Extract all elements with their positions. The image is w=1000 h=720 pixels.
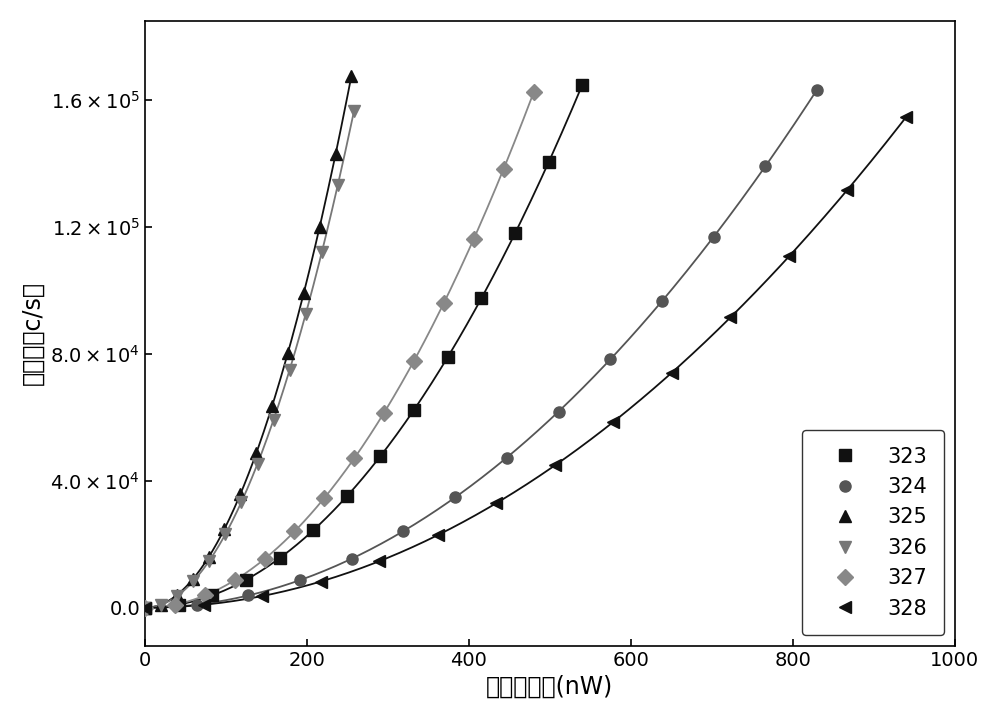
323 bbox=[442, 353, 454, 361]
327 bbox=[229, 576, 241, 585]
323 bbox=[206, 591, 218, 600]
325 bbox=[345, 71, 357, 80]
324 bbox=[294, 576, 306, 585]
328 bbox=[549, 461, 561, 469]
326 bbox=[235, 498, 247, 506]
325 bbox=[282, 348, 294, 357]
325 bbox=[187, 575, 199, 584]
324 bbox=[242, 591, 254, 600]
327 bbox=[378, 408, 390, 417]
Line: 328: 328 bbox=[139, 112, 912, 613]
327 bbox=[348, 454, 360, 463]
328 bbox=[724, 313, 736, 322]
328 bbox=[900, 113, 912, 122]
327 bbox=[408, 356, 420, 365]
324 bbox=[346, 554, 358, 563]
327 bbox=[259, 554, 271, 563]
328 bbox=[315, 577, 327, 586]
324 bbox=[656, 297, 668, 305]
328 bbox=[490, 499, 502, 508]
328 bbox=[198, 600, 210, 609]
326 bbox=[187, 577, 199, 585]
327 bbox=[438, 299, 450, 307]
325 bbox=[266, 402, 278, 410]
324 bbox=[397, 527, 409, 536]
323 bbox=[374, 452, 386, 461]
325 bbox=[155, 600, 167, 609]
323 bbox=[408, 405, 420, 414]
Line: 325: 325 bbox=[139, 70, 357, 613]
327 bbox=[468, 235, 480, 243]
326 bbox=[284, 366, 296, 374]
Y-axis label: 计数率（c/s）: 计数率（c/s） bbox=[21, 282, 45, 385]
328 bbox=[841, 186, 853, 194]
323 bbox=[576, 81, 588, 89]
324 bbox=[501, 453, 513, 462]
325 bbox=[234, 490, 246, 499]
Line: 326: 326 bbox=[139, 106, 359, 613]
326 bbox=[252, 459, 264, 468]
325 bbox=[203, 553, 215, 562]
328 bbox=[373, 557, 385, 566]
324 bbox=[604, 355, 616, 364]
325 bbox=[314, 222, 326, 231]
325 bbox=[171, 591, 183, 600]
328 bbox=[432, 531, 444, 539]
325 bbox=[250, 449, 262, 458]
327 bbox=[169, 600, 181, 609]
327 bbox=[528, 88, 540, 96]
323 bbox=[509, 229, 521, 238]
324 bbox=[759, 162, 771, 171]
323 bbox=[307, 526, 319, 535]
Line: 324: 324 bbox=[139, 84, 823, 613]
325 bbox=[330, 150, 342, 158]
Legend: 323, 324, 325, 326, 327, 328: 323, 324, 325, 326, 327, 328 bbox=[802, 430, 944, 635]
326 bbox=[300, 310, 312, 318]
323 bbox=[543, 158, 555, 167]
328 bbox=[139, 603, 151, 612]
326 bbox=[332, 181, 344, 189]
328 bbox=[666, 368, 678, 377]
323 bbox=[173, 600, 185, 609]
323 bbox=[274, 554, 286, 562]
328 bbox=[607, 418, 619, 426]
Line: 327: 327 bbox=[139, 87, 539, 613]
326 bbox=[268, 415, 280, 424]
326 bbox=[316, 248, 328, 257]
324 bbox=[811, 86, 823, 94]
325 bbox=[139, 603, 151, 612]
327 bbox=[199, 591, 211, 600]
323 bbox=[139, 603, 151, 612]
324 bbox=[191, 600, 203, 609]
324 bbox=[708, 233, 720, 241]
327 bbox=[498, 164, 510, 173]
X-axis label: 泵浦光功率(nW): 泵浦光功率(nW) bbox=[486, 675, 613, 699]
323 bbox=[475, 294, 487, 302]
324 bbox=[449, 493, 461, 502]
326 bbox=[219, 530, 231, 539]
323 bbox=[240, 575, 252, 584]
327 bbox=[318, 494, 330, 503]
328 bbox=[783, 252, 795, 261]
326 bbox=[139, 603, 151, 612]
327 bbox=[139, 603, 151, 612]
326 bbox=[155, 600, 167, 609]
326 bbox=[203, 557, 215, 565]
324 bbox=[139, 603, 151, 612]
325 bbox=[218, 525, 230, 534]
324 bbox=[553, 408, 565, 416]
Line: 323: 323 bbox=[139, 79, 588, 613]
327 bbox=[288, 527, 300, 536]
325 bbox=[298, 289, 310, 297]
323 bbox=[341, 492, 353, 500]
326 bbox=[171, 592, 183, 600]
328 bbox=[256, 592, 268, 600]
326 bbox=[348, 107, 360, 116]
